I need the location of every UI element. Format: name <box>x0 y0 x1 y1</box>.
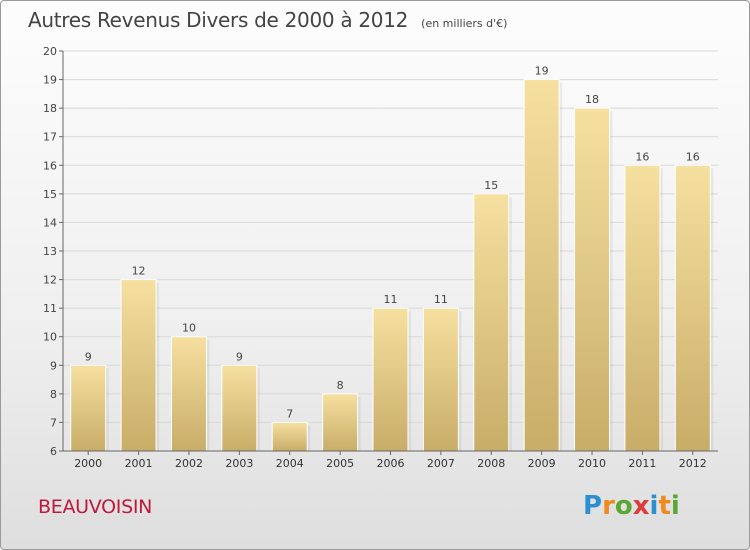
y-tick-label: 13 <box>43 245 57 258</box>
chart-title: Autres Revenus Divers de 2000 à 2012 <box>28 8 409 32</box>
logo-letter: o <box>614 491 633 521</box>
data-label: 18 <box>585 93 599 106</box>
title-row: Autres Revenus Divers de 2000 à 2012 (en… <box>28 8 507 32</box>
bar <box>422 307 459 452</box>
y-tick-label: 15 <box>43 188 57 201</box>
y-tick-label: 17 <box>43 131 57 144</box>
bar <box>574 107 611 452</box>
data-label: 9 <box>85 350 92 363</box>
x-tick-label: 2009 <box>528 457 556 470</box>
logo-letter: i <box>649 491 659 521</box>
data-label: 10 <box>182 322 196 335</box>
x-tick-label: 2005 <box>326 457 354 470</box>
bars <box>70 79 714 452</box>
bar <box>624 164 661 452</box>
bar <box>170 336 207 452</box>
x-tick-label: 2003 <box>225 457 253 470</box>
y-tick-label: 18 <box>43 102 57 115</box>
location-name: BEAUVOISIN <box>38 496 153 518</box>
y-tick-label: 20 <box>43 45 57 58</box>
bar <box>473 193 510 452</box>
y-tick-label: 16 <box>43 159 57 172</box>
data-label: 11 <box>434 293 448 306</box>
x-tick-label: 2010 <box>578 457 606 470</box>
y-tick-label: 6 <box>50 445 57 458</box>
x-tick-label: 2004 <box>276 457 304 470</box>
x-tick-label: 2000 <box>74 457 102 470</box>
y-tick-label: 7 <box>50 416 57 429</box>
bar <box>70 364 107 452</box>
data-label: 19 <box>535 65 549 78</box>
data-label: 15 <box>484 179 498 192</box>
logo-letter: t <box>658 491 671 521</box>
logo-letter: r <box>602 491 615 521</box>
data-label: 8 <box>337 379 344 392</box>
x-tick-label: 2011 <box>628 457 656 470</box>
data-label: 16 <box>635 150 649 163</box>
data-label: 7 <box>286 407 293 420</box>
proxiti-logo: Proxiti <box>583 491 680 521</box>
y-tick-label: 8 <box>50 388 57 401</box>
logo-letter: i <box>670 491 680 521</box>
y-tick-label: 10 <box>43 331 57 344</box>
axes <box>59 50 718 455</box>
x-tick-label: 2008 <box>477 457 505 470</box>
data-label: 12 <box>132 265 146 278</box>
bar <box>221 364 258 452</box>
bar <box>120 279 157 452</box>
x-tick-label: 2007 <box>427 457 455 470</box>
y-tick-label: 9 <box>50 359 57 372</box>
y-tick-label: 14 <box>43 216 57 229</box>
x-tick-label: 2002 <box>175 457 203 470</box>
bar <box>523 79 560 452</box>
x-tick-label: 2006 <box>377 457 405 470</box>
bar <box>372 307 409 452</box>
y-tick-label: 19 <box>43 74 57 87</box>
data-label: 9 <box>236 350 243 363</box>
x-tick-label: 2012 <box>679 457 707 470</box>
bar <box>322 393 359 452</box>
logo-letter: P <box>583 491 603 521</box>
y-tick-label: 11 <box>43 302 57 315</box>
labels: 6 7 8 9 10 11 12 13 14 15 16 17 18 19 20 9 2000 12 2001 10 2… <box>43 45 707 470</box>
logo-letter: x <box>632 491 650 521</box>
chart-unit: (en milliers d'€) <box>421 17 508 30</box>
data-label: 11 <box>384 293 398 306</box>
x-tick-label: 2001 <box>125 457 153 470</box>
bar <box>674 164 711 452</box>
bar <box>271 421 308 452</box>
y-tick-label: 12 <box>43 274 57 287</box>
data-label: 16 <box>686 150 700 163</box>
